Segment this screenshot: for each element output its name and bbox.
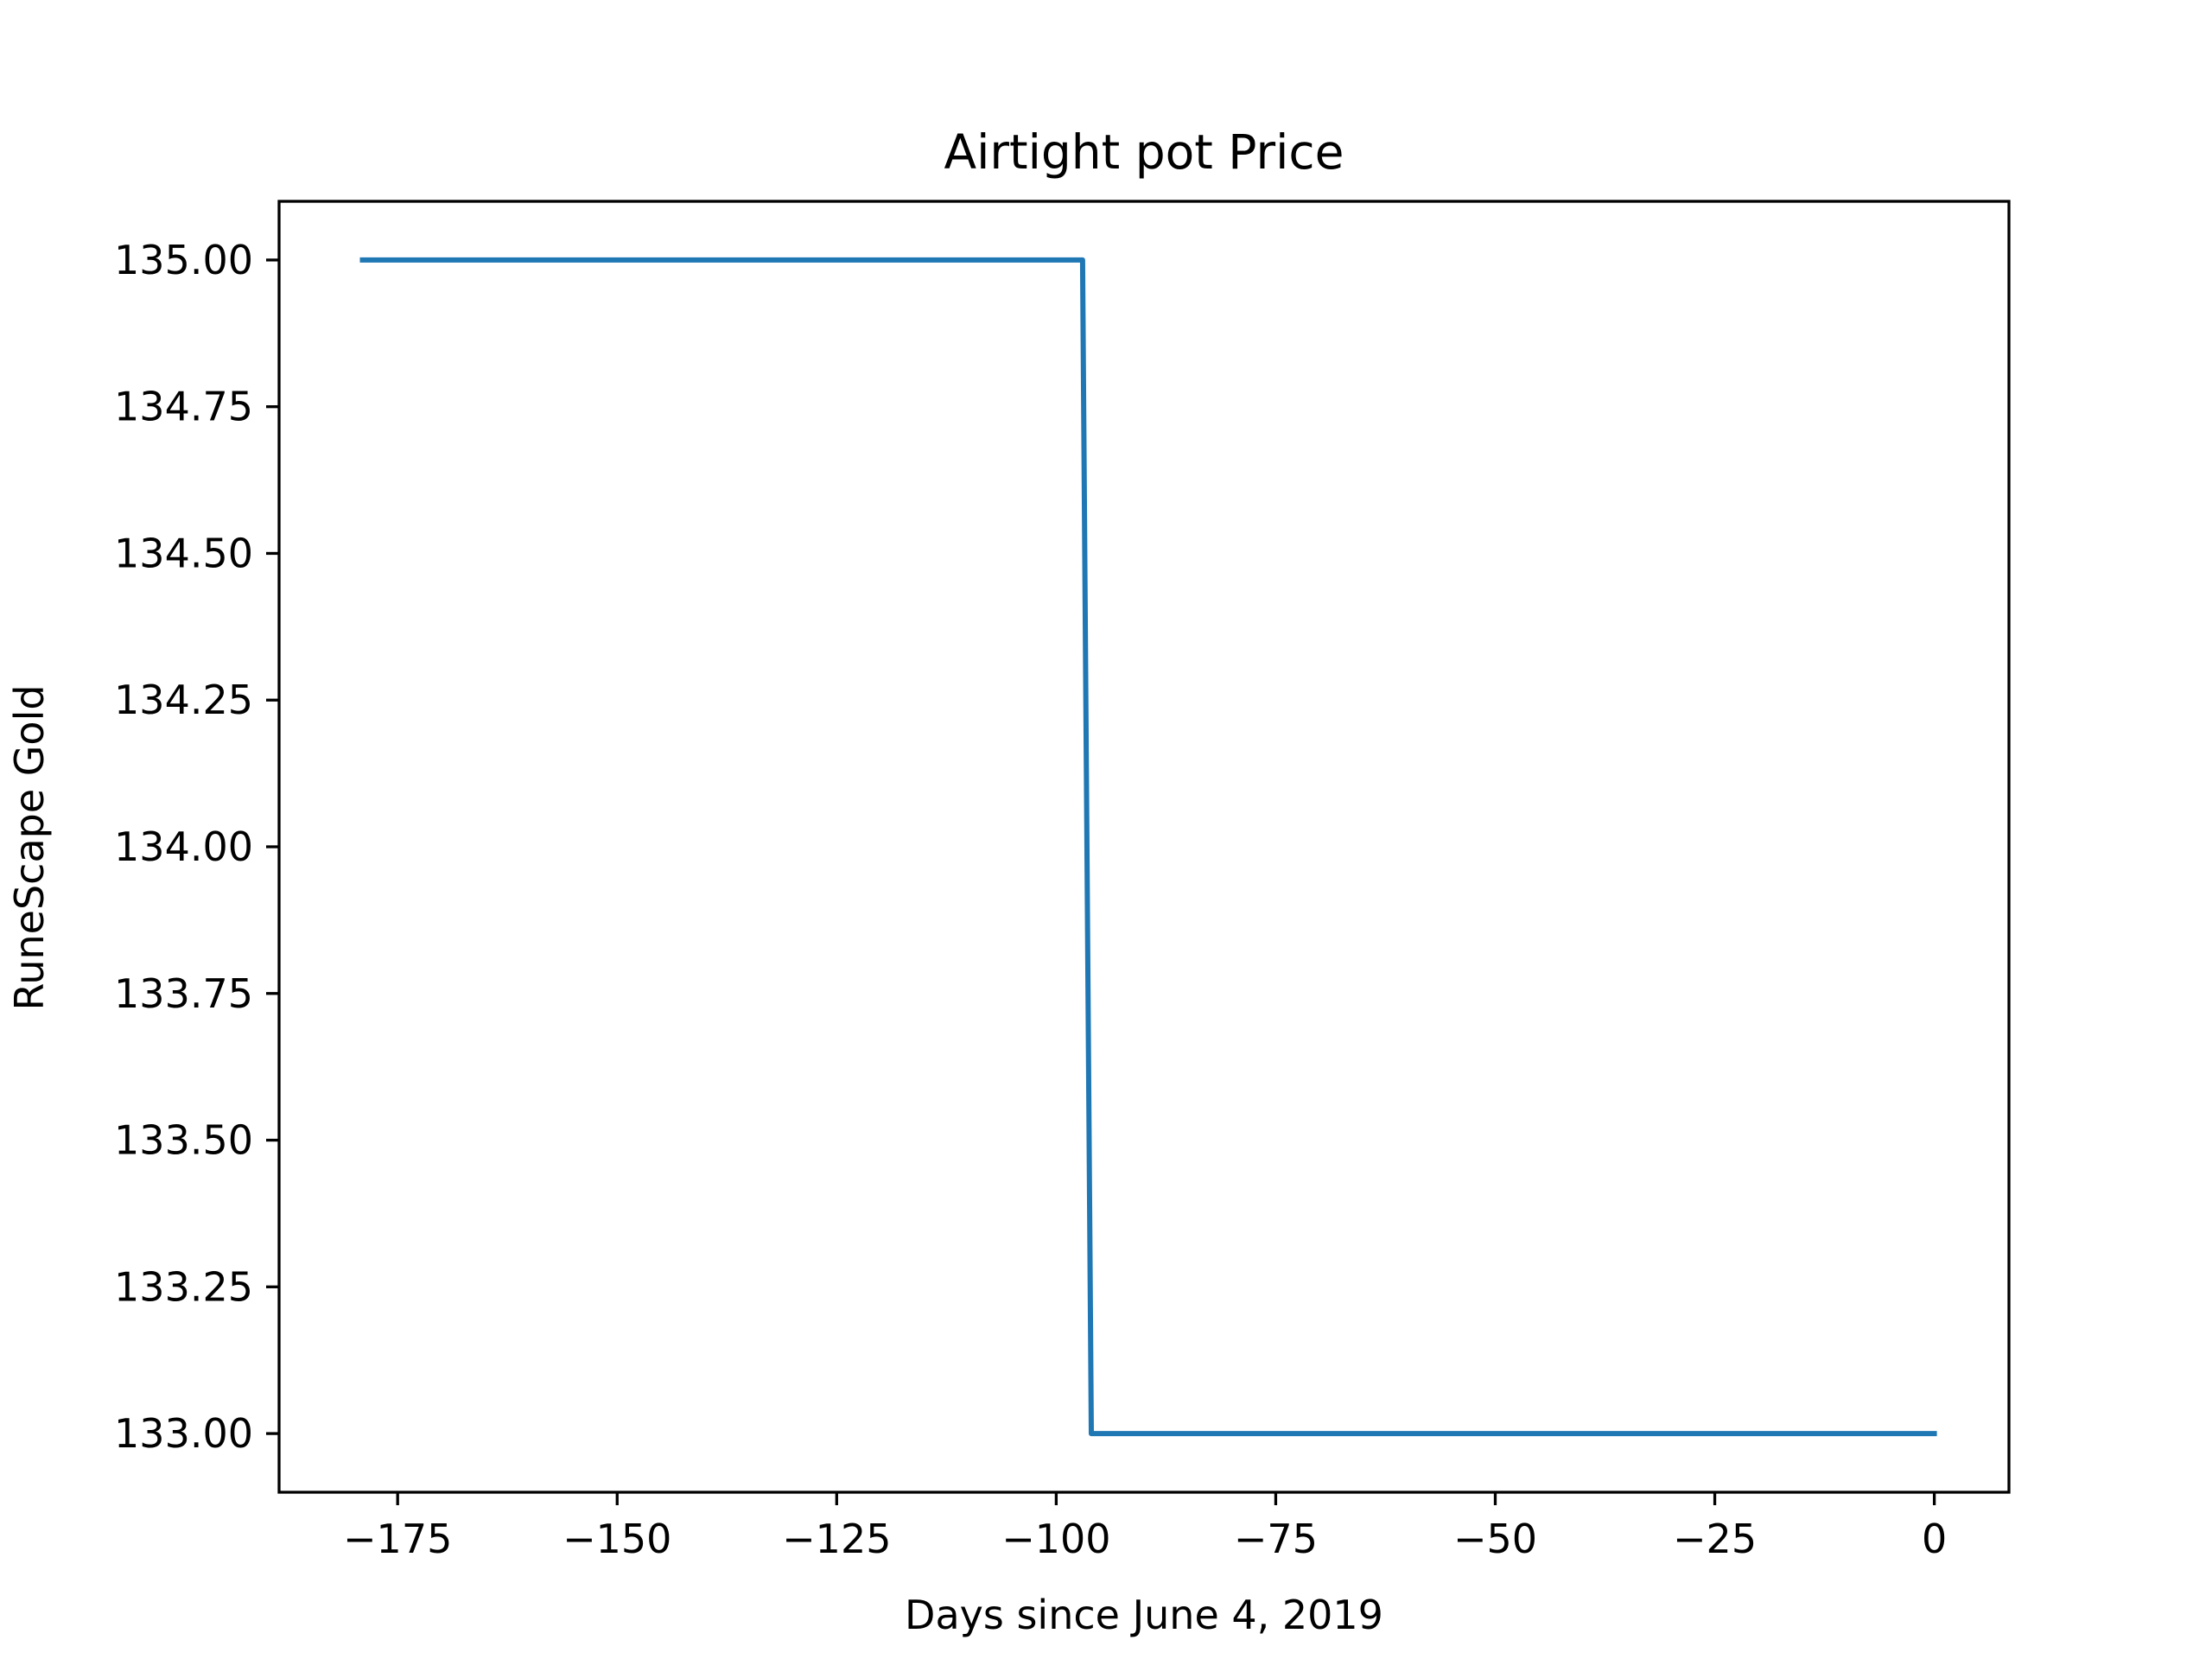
x-tick-label: −150	[563, 1516, 671, 1562]
x-tick-label: −75	[1234, 1516, 1318, 1562]
x-axis-label: Days since June 4, 2019	[905, 1592, 1383, 1638]
y-axis: 133.00 133.25 133.50 133.75 134.00 134.25 134.…	[114, 237, 279, 1457]
y-tick-label: 134.25	[114, 677, 253, 723]
x-tick-label: −125	[782, 1516, 891, 1562]
plot-area	[277, 200, 2011, 1494]
y-tick-label: 133.50	[114, 1117, 253, 1164]
plot-background	[279, 201, 2009, 1492]
y-tick-label: 133.25	[114, 1263, 253, 1310]
y-tick-label: 134.00	[114, 823, 253, 870]
series-layer	[359, 257, 1937, 1437]
x-tick-label: 0	[1922, 1516, 1947, 1562]
series-line-0	[359, 257, 1937, 1437]
y-tick-label: 133.75	[114, 970, 253, 1017]
y-tick-label: 135.00	[114, 237, 253, 283]
x-tick-label: −25	[1673, 1516, 1757, 1562]
y-tick-label: 133.00	[114, 1410, 253, 1457]
x-axis: −175 −150 −125 −100 −75 −50 −25 0	[343, 1492, 1947, 1562]
y-axis-label: RuneScape Gold	[6, 684, 53, 1010]
chart-title: Airtight pot Price	[944, 124, 1344, 180]
x-tick-label: −175	[343, 1516, 452, 1562]
x-tick-label: −50	[1453, 1516, 1537, 1562]
y-tick-label: 134.50	[114, 530, 253, 576]
x-tick-label: −100	[1001, 1516, 1110, 1562]
y-tick-label: 134.75	[114, 384, 253, 430]
